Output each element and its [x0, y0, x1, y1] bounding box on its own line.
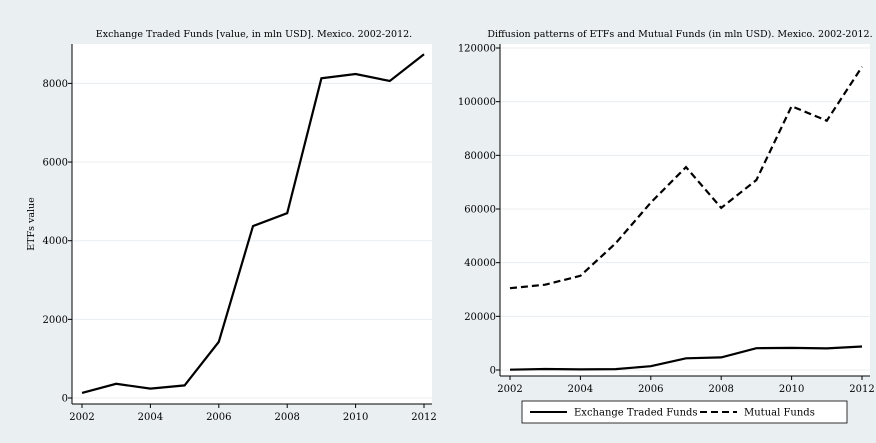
- y-tick-label: 2000: [43, 315, 68, 326]
- x-tick-label: 2008: [274, 412, 299, 423]
- x-tick-label: 2010: [343, 412, 368, 423]
- x-tick-label: 2010: [779, 384, 804, 395]
- x-tick-label: 2008: [708, 384, 733, 395]
- legend-box: [521, 400, 848, 424]
- diffusion-panel: 0 20000 40000 60000 80000 100000 120000 2002 200…: [438, 0, 876, 443]
- x-tick-label: 2006: [206, 412, 231, 423]
- y-tick-label: 40000: [464, 258, 496, 269]
- etf-value-panel: 0 2000 4000 6000 8000 2002 2004 2006 2008 2010 201…: [0, 0, 438, 443]
- x-tick-label: 2012: [411, 412, 436, 423]
- y-tick-label: 20000: [464, 312, 496, 323]
- x-tick-label: 2004: [138, 412, 163, 423]
- legend-label: Mutual Funds: [744, 408, 815, 419]
- etf-value-chart: 0 2000 4000 6000 8000 2002 2004 2006 2008 2010 201…: [0, 0, 438, 443]
- x-tick-label: 2004: [568, 384, 593, 395]
- chart-title: Exchange Traded Funds [value, in mln USD…: [96, 29, 412, 40]
- x-tick-label: 2012: [849, 384, 874, 395]
- y-tick-label: 0: [62, 394, 68, 405]
- x-tick-label: 2002: [497, 384, 522, 395]
- series-line: [81, 53, 425, 394]
- y-tick-label: 120000: [458, 44, 496, 55]
- plot-area: [500, 44, 870, 376]
- y-tick-label: 4000: [43, 236, 68, 247]
- mutual-funds-line: [509, 66, 863, 290]
- y-tick-label: 6000: [43, 158, 68, 169]
- y-axis-label: ETFs value: [26, 197, 37, 251]
- chart-title: Diffusion patterns of ETFs and Mutual Fu…: [487, 29, 872, 40]
- y-tick-label: 80000: [464, 151, 496, 162]
- y-tick-label: 8000: [43, 79, 68, 90]
- plot-area: [72, 44, 432, 404]
- diffusion-chart: 0 20000 40000 60000 80000 100000 120000 2002 200…: [438, 0, 876, 443]
- y-tick-label: 0: [490, 366, 496, 377]
- x-tick-label: 2006: [638, 384, 663, 395]
- y-tick-label: 100000: [458, 97, 496, 108]
- legend-label: Exchange Traded Funds: [574, 408, 698, 419]
- exchange-traded-funds-line: [509, 345, 863, 371]
- y-tick-label: 60000: [464, 205, 496, 216]
- x-tick-label: 2002: [69, 412, 94, 423]
